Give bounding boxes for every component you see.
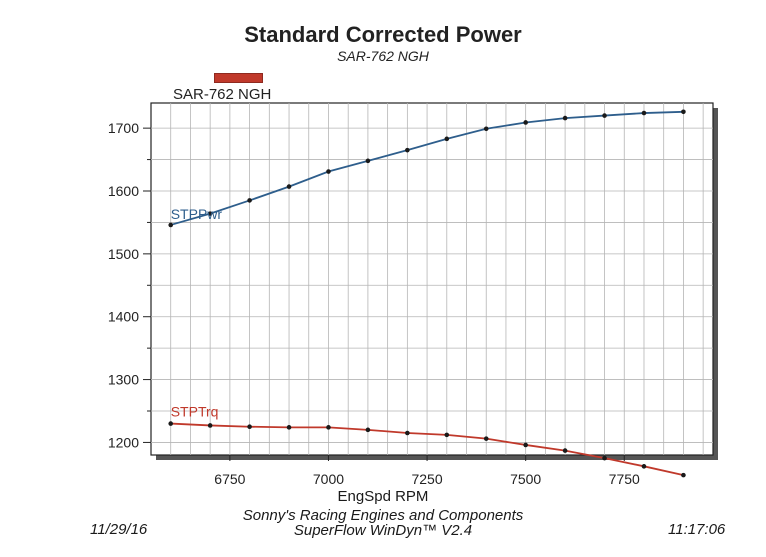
data-point xyxy=(641,110,647,116)
data-point xyxy=(326,425,331,430)
data-point xyxy=(247,424,252,430)
data-point xyxy=(326,169,331,174)
x-tick-label: 6750 xyxy=(214,471,245,487)
data-point xyxy=(168,222,174,228)
data-point xyxy=(681,109,686,115)
series-label: STPTrq xyxy=(171,404,219,420)
y-tick-label: 1300 xyxy=(108,372,139,388)
data-point xyxy=(562,115,568,121)
data-point xyxy=(247,198,252,203)
series-label: STPPwr xyxy=(171,206,223,222)
plot-area xyxy=(150,102,714,456)
series-line xyxy=(170,422,684,476)
data-point xyxy=(168,421,174,426)
data-point xyxy=(602,113,607,118)
data-point xyxy=(483,126,489,132)
footer-date: 11/29/16 xyxy=(90,521,148,538)
chart-subtitle: SAR-762 NGH xyxy=(337,48,429,64)
y-tick-label: 1400 xyxy=(108,309,139,325)
x-tick-label: 7000 xyxy=(313,471,344,487)
x-axis-label: EngSpd RPM xyxy=(337,488,429,505)
footer-software: SuperFlow WinDyn™ V2.4 xyxy=(293,522,473,539)
data-point xyxy=(365,427,371,433)
x-tick-label: 7750 xyxy=(609,471,640,487)
data-point xyxy=(444,136,450,142)
data-point xyxy=(405,147,410,153)
series-line xyxy=(170,110,684,226)
x-tick-label: 7250 xyxy=(411,471,442,487)
y-tick-label: 1500 xyxy=(108,246,139,262)
data-point xyxy=(523,442,528,448)
data-point xyxy=(562,448,568,453)
data-point xyxy=(405,430,410,436)
chart-title: Standard Corrected Power xyxy=(244,22,522,47)
data-point xyxy=(681,472,686,478)
y-tick-label: 1600 xyxy=(108,183,139,199)
legend-swatch xyxy=(214,73,263,83)
data-point xyxy=(641,464,647,469)
footer-time: 11:17:06 xyxy=(668,521,726,538)
data-point xyxy=(365,158,371,164)
legend-label: SAR-762 NGH xyxy=(173,86,272,103)
y-tick-label: 1700 xyxy=(108,120,139,136)
data-point xyxy=(286,425,292,430)
data-point xyxy=(286,184,292,189)
y-tick-label: 1200 xyxy=(108,434,139,450)
data-point xyxy=(523,120,528,125)
data-point xyxy=(207,211,213,216)
data-point xyxy=(444,432,450,438)
x-tick-label: 7500 xyxy=(510,471,541,487)
data-point xyxy=(483,436,489,441)
data-point xyxy=(207,423,213,428)
data-point xyxy=(602,455,607,461)
footer-company: Sonny's Racing Engines and Components xyxy=(242,507,524,524)
